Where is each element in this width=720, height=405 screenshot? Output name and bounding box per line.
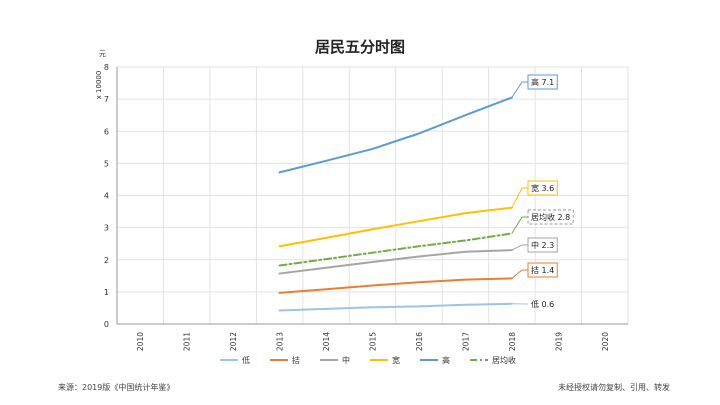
y-tick-label: 2 xyxy=(104,256,109,265)
label-box xyxy=(527,74,558,90)
legend-label: 拮 xyxy=(292,355,300,365)
legend-label: 居均收 xyxy=(492,355,516,365)
series-end-label: 中 2.3 xyxy=(531,240,554,250)
x-tick-label: 2015 xyxy=(369,332,378,351)
legend-label: 中 xyxy=(342,355,350,365)
legend-label: 宽 xyxy=(392,355,400,365)
series-line-低 xyxy=(278,302,513,312)
y-tick-label: 6 xyxy=(104,127,109,136)
y-axis-unit: 元 xyxy=(99,50,106,58)
x-tick-label: 2017 xyxy=(461,332,470,351)
y-tick-label: 7 xyxy=(104,95,109,104)
label-box xyxy=(527,209,574,225)
x-tick-label: 2014 xyxy=(322,332,331,351)
x-tick-label: 2016 xyxy=(415,332,424,351)
x-tick-label: 2010 xyxy=(136,332,145,351)
chart-title: 居民五分时图 xyxy=(314,38,405,56)
series-line-宽 xyxy=(278,206,513,248)
series-end-label: 居均收 2.8 xyxy=(531,212,570,222)
axes: 0 1 2 3 4 5 6 7 8 2010 2011 2012 2013 2014 2015 2016 201… xyxy=(95,50,628,351)
leader-line xyxy=(511,81,528,98)
x-tick-label: 2013 xyxy=(276,332,285,351)
series-line-高 xyxy=(278,96,513,174)
y-tick-label: 1 xyxy=(104,288,109,297)
y-tick-label: 3 xyxy=(104,224,109,233)
series-labels: 低 0.6 拮 1.4 中 2.3 宽 3.6 高 7.1 居均收 2.8 xyxy=(511,74,574,309)
series-end-label: 宽 3.6 xyxy=(531,183,554,193)
x-tick-label: 2019 xyxy=(554,332,563,351)
leader-line xyxy=(511,269,528,279)
y-tick-label: 4 xyxy=(104,192,109,201)
series-line-中 xyxy=(278,249,513,275)
x-tick-label: 2012 xyxy=(229,332,238,351)
label-box xyxy=(527,237,558,253)
series-line-居均收 xyxy=(278,232,513,267)
copyright-note: 未经授权请勿复制、引用、转发 xyxy=(558,383,670,392)
leader-line xyxy=(511,244,528,251)
y-tick-label: 0 xyxy=(104,320,109,329)
series-end-label: 高 7.1 xyxy=(531,77,554,87)
series-line-拮 xyxy=(278,277,513,294)
series-end-label: 拮 1.4 xyxy=(531,265,554,275)
series-end-label: 低 0.6 xyxy=(531,299,554,309)
y-tick-label: 5 xyxy=(104,159,109,168)
source-note: 来源：2019版《中国统计年鉴》 xyxy=(58,383,175,392)
x-tick-label: 2020 xyxy=(601,332,610,351)
legend-label: 高 xyxy=(442,355,450,365)
series-lines xyxy=(278,96,513,312)
legend: 低 拮 中 宽 高 居均收 xyxy=(220,355,516,365)
label-box xyxy=(527,262,558,278)
leader-line xyxy=(511,216,528,234)
x-tick-label: 2011 xyxy=(183,332,192,351)
leader-line xyxy=(511,187,528,208)
y-tick-label: 8 xyxy=(104,63,109,72)
y-axis-label: x 10000 xyxy=(95,71,103,100)
label-box xyxy=(527,180,558,196)
x-tick-label: 2018 xyxy=(508,332,517,351)
legend-label: 低 xyxy=(242,355,250,365)
